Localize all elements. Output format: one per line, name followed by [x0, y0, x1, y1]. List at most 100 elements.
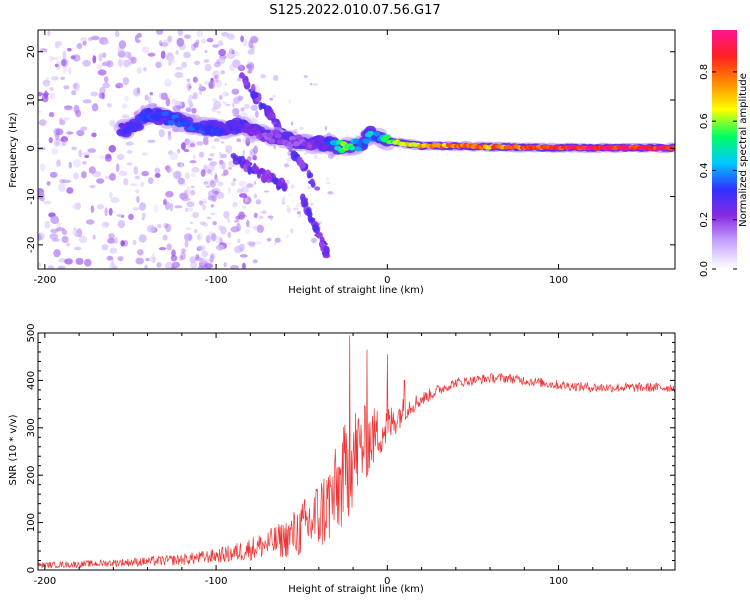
spectrogram-cell	[177, 162, 181, 167]
snr-ytick-label: 0	[26, 567, 37, 573]
spectrogram-cell	[127, 56, 135, 63]
spectrogram-ytick-label: -10	[26, 188, 37, 204]
spectrogram-cell	[233, 220, 240, 223]
spectrogram-cell	[247, 241, 256, 246]
spectrogram-cell	[270, 216, 273, 221]
spectrogram-cell	[233, 178, 237, 182]
spectrogram-cell	[228, 167, 233, 170]
spectrogram-cell	[160, 92, 168, 101]
snr-series	[37, 335, 675, 569]
spectrogram-cell	[153, 204, 159, 213]
spectrogram-cell	[134, 122, 142, 129]
spectrogram-cell	[38, 262, 42, 268]
spectrogram-cell	[210, 178, 215, 185]
snr-ytick-label: 500	[26, 323, 37, 342]
spectrogram-cell	[309, 178, 315, 185]
colorbar-tick-label: 0.4	[699, 162, 710, 178]
spectrogram-cell	[305, 208, 311, 215]
spectrogram-cell	[290, 121, 294, 126]
spectrogram-cell	[140, 111, 149, 117]
spectrogram-cell	[184, 172, 190, 180]
spectrogram-cell	[148, 256, 157, 262]
spectrogram-cell	[191, 107, 197, 114]
spectrogram-cell	[216, 121, 225, 127]
spectrogram-cell	[201, 250, 208, 258]
spectrogram-cell	[241, 205, 247, 209]
spectrogram-cell	[286, 234, 289, 239]
spectrogram-cell	[121, 103, 128, 109]
spectrogram-cell	[166, 164, 171, 174]
spectrogram-cell	[106, 60, 114, 68]
spectrogram-cell	[76, 43, 83, 50]
spectrogram-cell	[147, 96, 152, 105]
spectrogram-cell	[233, 122, 241, 128]
spectrogram-cell	[247, 165, 252, 175]
spectrogram-cell	[82, 59, 91, 67]
spectrogram-cell	[70, 55, 76, 60]
spectrogram-cell	[117, 58, 123, 68]
spectrogram-cell	[313, 153, 318, 160]
spectrogram-cell	[140, 181, 145, 188]
spectrogram-cell	[116, 153, 125, 160]
spectrogram-cell	[283, 163, 290, 168]
spectrogram-cell	[194, 78, 199, 83]
spectrogram-cell	[233, 98, 239, 104]
spectrogram-cell	[96, 64, 103, 70]
spectrogram-cell	[241, 186, 250, 194]
spectrogram-cell	[286, 157, 292, 163]
spectrogram-cell	[228, 48, 234, 55]
spectrogram-cell	[205, 142, 210, 146]
spectrogram-cell	[135, 39, 141, 43]
spectrogram-cell	[104, 154, 112, 162]
spectrogram-cell	[198, 86, 207, 92]
spectrogram-cell	[190, 221, 193, 224]
spectrogram-cell	[318, 221, 322, 225]
spectrogram-cell	[373, 131, 381, 137]
spectrogram-cell	[232, 107, 240, 114]
spectrogram-cell	[167, 120, 175, 126]
spectrogram-cell	[59, 117, 63, 126]
spectrogram-cell	[165, 261, 174, 269]
spectrogram-cell	[189, 256, 197, 263]
spectrogram-cell	[75, 109, 82, 118]
spectrogram-cell	[192, 92, 198, 100]
spectrogram-cell	[154, 167, 161, 175]
spectrogram-cell	[68, 161, 72, 169]
spectrogram-cell	[255, 199, 262, 205]
spectrogram-cell	[61, 138, 67, 147]
spectrogram-cell	[239, 64, 244, 70]
spectrogram-cell	[61, 229, 68, 236]
spectrogram-cell	[155, 62, 162, 69]
spectrogram-cell	[137, 249, 144, 256]
spectrogram-cell	[115, 163, 120, 172]
spectrogram-cell	[213, 138, 220, 142]
spectrogram-cell	[180, 248, 187, 253]
spectrogram-cell	[38, 91, 43, 97]
spectrogram-cell	[183, 51, 191, 59]
spectrogram-cell	[322, 253, 331, 259]
spectrogram-cell	[78, 149, 83, 158]
spectrogram-cell	[244, 198, 249, 203]
spectrogram-cell	[81, 161, 87, 165]
spectrogram-cell	[297, 156, 303, 165]
spectrogram-cell	[60, 136, 68, 143]
spectrogram-cell	[108, 145, 117, 153]
spectrogram-cell	[207, 81, 216, 89]
spectrogram-cell	[213, 100, 222, 110]
spectrogram-cell	[108, 207, 113, 216]
spectrogram-cell	[170, 255, 178, 262]
spectrogram-cell	[155, 60, 164, 68]
spectrogram-cell	[156, 30, 164, 35]
spectrogram-cell	[134, 175, 140, 180]
spectrogram-cell	[182, 163, 185, 166]
spectrogram-cell	[167, 35, 173, 43]
spectrogram-xlabel: Height of straight line (km)	[288, 285, 424, 296]
spectrogram-cell	[186, 201, 195, 208]
spectrogram-cell	[89, 184, 96, 189]
spectrogram-cell	[175, 66, 183, 71]
spectrogram-cell	[324, 125, 328, 131]
spectrogram-cell	[90, 91, 99, 97]
spectrogram-cell	[240, 107, 245, 112]
spectrogram-cell	[258, 215, 264, 220]
